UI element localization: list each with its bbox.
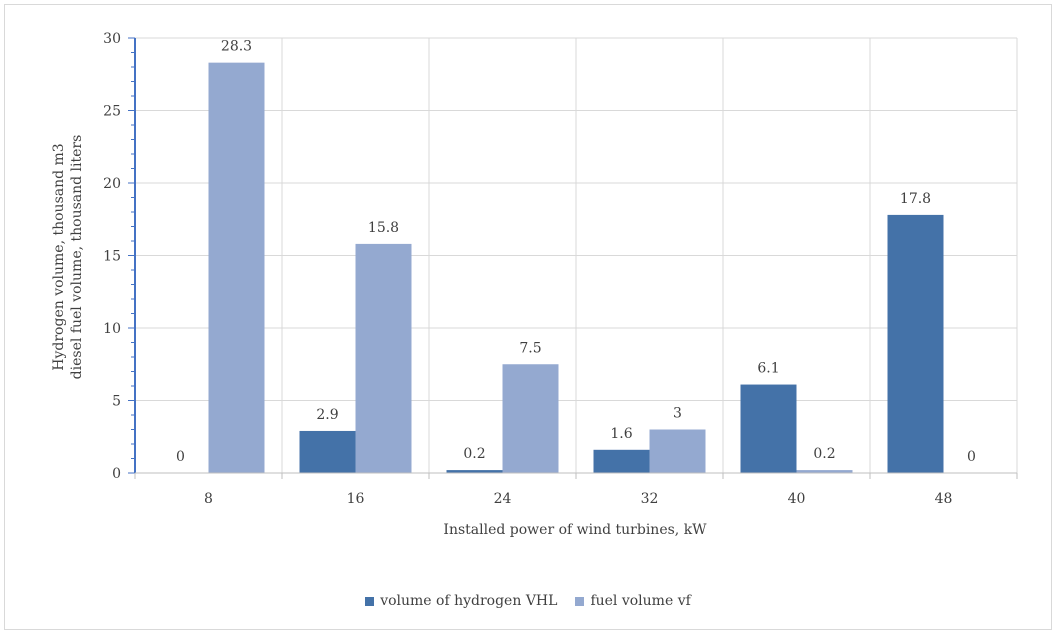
data-label: 6.1	[757, 361, 779, 377]
data-label: 1.6	[610, 426, 632, 442]
x-tick-label: 32	[641, 491, 659, 507]
y-axis-title-line1: Hydrogen volume, thousand m3	[51, 143, 67, 370]
data-label: 3	[673, 406, 682, 422]
data-label: 28.3	[221, 39, 252, 55]
legend-label-hydrogen: volume of hydrogen VHL	[380, 593, 558, 609]
bar-chart: 0 2.9 0.2 1.6 6.1 17.8 28.3 15.8 7.5 3 0.2 0 0 5 10 15 2…	[51, 31, 1018, 538]
data-label: 0	[176, 449, 185, 465]
bar	[593, 449, 650, 473]
bar	[446, 470, 503, 473]
data-label: 0	[967, 449, 976, 465]
bar	[887, 214, 944, 473]
data-label: 7.5	[519, 340, 541, 356]
data-label: 15.8	[368, 220, 399, 236]
y-axis-title-line2: diesel fuel volume, thousand liters	[69, 135, 85, 380]
x-tick-label: 8	[204, 491, 213, 507]
bar	[208, 62, 265, 474]
x-tick-label: 24	[494, 491, 512, 507]
data-label: 17.8	[900, 191, 931, 207]
data-label: 0.2	[463, 446, 485, 462]
y-tick-label: 0	[112, 466, 121, 482]
y-tick-label: 10	[103, 321, 121, 337]
legend-item-fuel: fuel volume vf	[575, 593, 691, 609]
y-tick-label: 25	[103, 104, 121, 120]
x-tick-label: 16	[347, 491, 365, 507]
y-tick-label: 30	[103, 31, 121, 47]
bar	[649, 429, 706, 473]
legend-swatch-fuel	[575, 596, 585, 606]
bar	[299, 430, 356, 473]
x-axis-title: Installed power of wind turbines, kW	[443, 522, 707, 538]
y-tick-label: 20	[103, 176, 121, 192]
chart-frame: 0 2.9 0.2 1.6 6.1 17.8 28.3 15.8 7.5 3 0.2 0 0 5 10 15 2…	[4, 4, 1052, 630]
bar	[796, 470, 853, 473]
x-tick-label: 48	[935, 491, 953, 507]
legend-item-hydrogen: volume of hydrogen VHL	[365, 593, 557, 609]
x-tick-label: 40	[788, 491, 806, 507]
data-label: 2.9	[316, 407, 338, 423]
bar	[502, 364, 559, 473]
y-tick-label: 15	[103, 249, 121, 265]
legend-swatch-hydrogen	[365, 596, 375, 606]
legend: volume of hydrogen VHL fuel volume vf	[5, 593, 1051, 609]
y-tick-label: 5	[112, 394, 121, 410]
bar	[740, 384, 797, 473]
legend-label-fuel: fuel volume vf	[590, 593, 691, 609]
data-label: 0.2	[813, 446, 835, 462]
bar	[355, 243, 412, 473]
